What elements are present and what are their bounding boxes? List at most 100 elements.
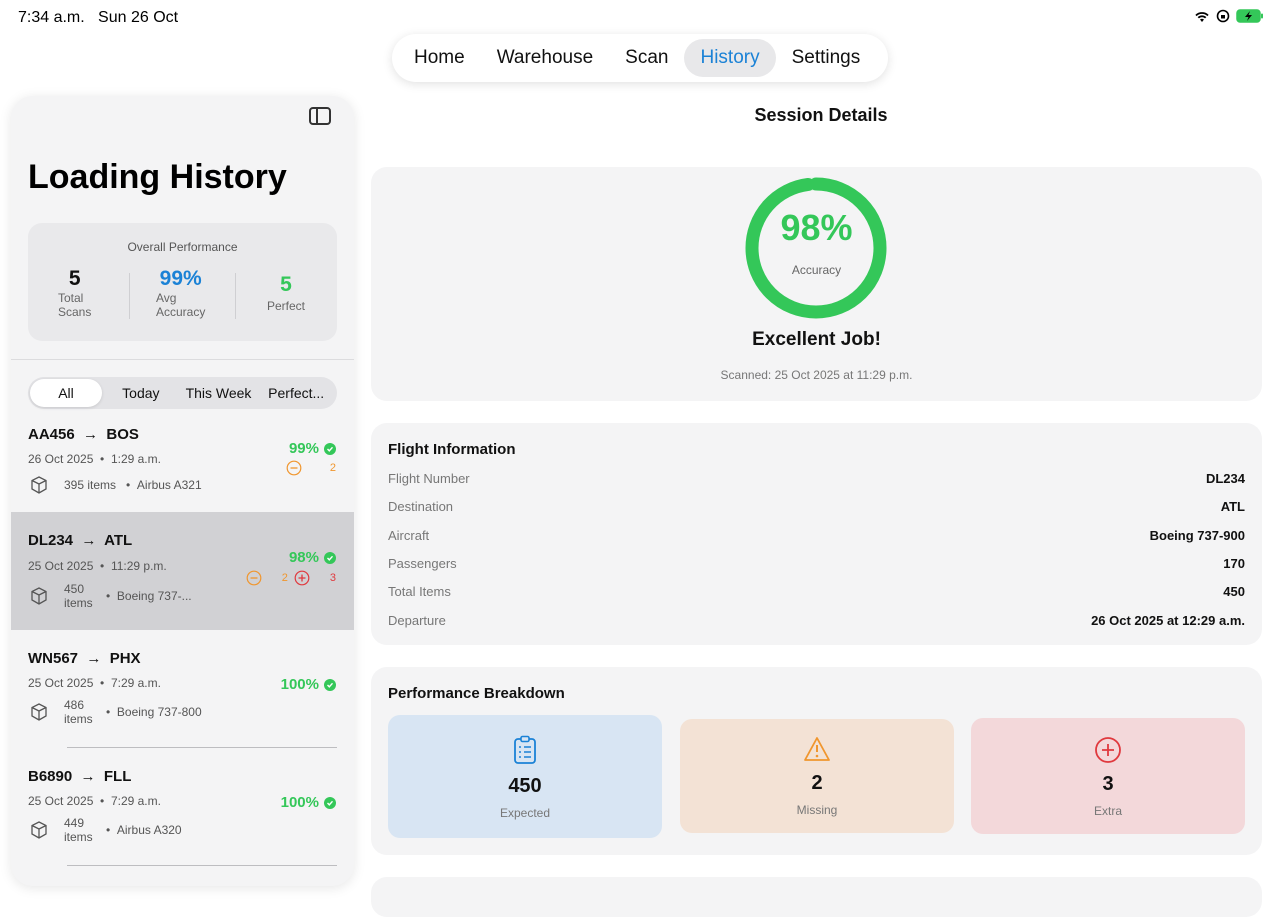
info-row-passengers: Passengers 170 xyxy=(388,556,1245,576)
accuracy-label: Accuracy xyxy=(791,263,842,277)
detail-title: Session Details xyxy=(754,105,888,125)
info-value: ATL xyxy=(1220,499,1245,514)
info-value: 450 xyxy=(1223,584,1245,599)
overall-performance-card: Overall Performance 5 Total Scans 99% Avg… xyxy=(28,223,337,341)
checkmark-icon xyxy=(324,796,336,809)
session-row[interactable]: B6890 → FLL 25 Oct 2025 • 7:29 a.m. 449 i… xyxy=(11,748,354,866)
session-accuracy: 100% xyxy=(281,794,336,811)
checkmark-icon xyxy=(324,442,336,455)
session-route: DL234 → ATL xyxy=(28,532,133,549)
accuracy-card: 98% Accuracy Excellent Job! Scanned: 25 … xyxy=(371,167,1262,401)
filter-all[interactable]: All xyxy=(30,379,102,407)
filter-perfect[interactable]: Perfect... xyxy=(268,385,325,401)
info-value: 26 Oct 2025 at 12:29 a.m. xyxy=(1091,613,1245,628)
expected-label: Expected xyxy=(499,806,551,820)
session-meta: 449 items • Airbus A320 xyxy=(28,816,182,844)
session-row[interactable]: WN567 → PHX 25 Oct 2025 • 7:29 a.m. 486 i… xyxy=(11,630,354,748)
session-meta: 486 items • Boeing 737-800 xyxy=(28,698,202,726)
package-icon xyxy=(31,703,47,721)
minus-circle-icon xyxy=(246,570,262,586)
top-tab-bar: Home Warehouse Scan History Settings xyxy=(392,34,888,82)
tab-history[interactable]: History xyxy=(684,39,776,77)
session-meta: 450 items • Boeing 737-... xyxy=(28,582,192,610)
extra-tile: 3 Extra xyxy=(971,718,1245,834)
performance-breakdown-card: Performance Breakdown 450 Expected 2 Mis… xyxy=(371,667,1262,855)
package-icon xyxy=(31,821,47,839)
plus-circle-icon xyxy=(294,570,310,586)
session-route: B6890 → FLL xyxy=(28,768,132,785)
missing-count: 2 xyxy=(281,572,288,584)
session-date: 25 Oct 2025 • 7:29 a.m. xyxy=(28,794,161,808)
divider xyxy=(67,865,337,866)
info-key: Flight Number xyxy=(388,471,470,486)
info-value: Boeing 737-900 xyxy=(1149,528,1245,543)
divider xyxy=(11,359,354,360)
session-row[interactable]: AA456 → BOS 26 Oct 2025 • 1:29 a.m. 395 … xyxy=(11,416,354,512)
tab-warehouse[interactable]: Warehouse xyxy=(496,47,594,68)
filter-today[interactable]: Today xyxy=(122,385,160,401)
extra-label: Extra xyxy=(1093,804,1122,818)
info-key: Passengers xyxy=(388,556,457,571)
session-badges: 2 xyxy=(286,460,336,476)
missing-label: Missing xyxy=(796,803,838,817)
avg-accuracy-stat: 99% Avg Accuracy xyxy=(156,267,205,319)
filter-this-week[interactable]: This Week xyxy=(185,385,252,401)
avg-accuracy-value: 99% xyxy=(159,267,202,290)
scanned-timestamp: Scanned: 25 Oct 2025 at 11:29 p.m. xyxy=(720,368,913,382)
session-route: WN567 → PHX xyxy=(28,650,141,667)
filter-segmented-control: All Today This Week Perfect... xyxy=(28,377,337,409)
info-value: DL234 xyxy=(1205,471,1245,486)
session-row-selected[interactable]: DL234 → ATL 25 Oct 2025 • 11:29 p.m. 450… xyxy=(11,512,354,630)
accuracy-ring-arc xyxy=(745,177,887,319)
tab-home[interactable]: Home xyxy=(414,47,465,68)
divider xyxy=(129,273,130,319)
extra-value: 3 xyxy=(1102,773,1114,795)
info-key: Destination xyxy=(388,499,454,514)
info-key: Departure xyxy=(388,613,446,628)
orientation-lock-icon xyxy=(1216,9,1230,23)
session-date: 25 Oct 2025 • 11:29 p.m. xyxy=(28,559,167,573)
minus-circle-icon xyxy=(286,460,302,476)
next-card xyxy=(371,877,1262,917)
missing-count: 2 xyxy=(329,462,336,474)
divider xyxy=(67,747,337,748)
session-route: AA456 → BOS xyxy=(28,426,139,443)
wifi-icon xyxy=(1195,11,1209,22)
info-row-total-items: Total Items 450 xyxy=(388,584,1245,604)
expected-tile: 450 Expected xyxy=(388,715,662,838)
perfect-label: Perfect xyxy=(267,299,306,313)
divider xyxy=(235,273,236,319)
performance-breakdown-title: Performance Breakdown xyxy=(388,685,565,702)
sidebar-title: Loading History xyxy=(28,158,287,196)
tab-scan[interactable]: Scan xyxy=(625,47,669,68)
package-icon xyxy=(31,587,47,605)
history-sidebar: Loading History Overall Performance 5 To… xyxy=(11,96,354,886)
session-badges: 2 3 xyxy=(246,570,336,586)
warning-triangle-icon xyxy=(804,737,830,761)
flight-information-card: Flight Information Flight Number DL234 De… xyxy=(371,423,1262,645)
extra-count: 3 xyxy=(329,572,336,584)
clipboard-icon xyxy=(514,735,536,764)
info-key: Aircraft xyxy=(388,528,430,543)
session-date: 26 Oct 2025 • 1:29 a.m. xyxy=(28,452,161,466)
accuracy-ring xyxy=(745,177,887,319)
package-icon xyxy=(31,476,47,494)
info-row-aircraft: Aircraft Boeing 737-900 xyxy=(388,528,1245,548)
total-scans-value: 5 xyxy=(68,267,81,290)
missing-value: 2 xyxy=(811,772,823,794)
status-icons xyxy=(1194,9,1264,23)
session-date: 25 Oct 2025 • 7:29 a.m. xyxy=(28,676,161,690)
accuracy-message: Excellent Job! xyxy=(752,329,881,350)
overall-performance-title: Overall Performance xyxy=(127,240,238,254)
info-row-departure: Departure 26 Oct 2025 at 12:29 a.m. xyxy=(388,613,1245,633)
total-scans-stat: 5 Total Scans xyxy=(58,267,91,319)
tab-settings[interactable]: Settings xyxy=(791,47,861,68)
session-meta: 395 items • Airbus A321 xyxy=(28,474,202,496)
sidebar-toggle-icon[interactable] xyxy=(309,107,331,125)
checkmark-icon xyxy=(324,678,336,691)
status-time: 7:34 a.m. Sun 26 Oct xyxy=(18,9,179,26)
perfect-stat: 5 Perfect xyxy=(267,273,305,313)
total-scans-label: Total Scans xyxy=(58,291,92,319)
info-row-destination: Destination ATL xyxy=(388,499,1245,519)
checkmark-icon xyxy=(324,551,336,564)
